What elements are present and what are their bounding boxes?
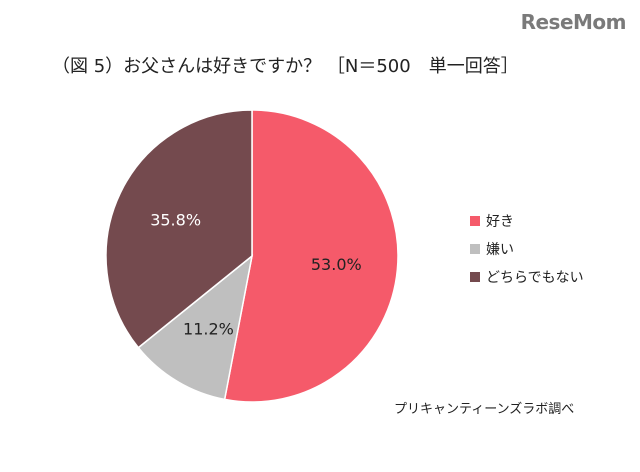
pie-slice-neither [105, 109, 253, 349]
pie-label-neither: 35.8% [150, 210, 201, 229]
legend-swatch-neither [470, 272, 480, 282]
chart-title: （図 5）お父さんは好きですか？ ［N＝500 単一回答］ [52, 56, 519, 77]
legend-label-neither: どちらでもない [486, 270, 584, 286]
legend-label-dislike: 嫌い [486, 242, 514, 258]
resemom-logo: ReseMom [520, 10, 627, 34]
pie-label-dislike: 11.2% [183, 320, 234, 339]
pie-label-like: 53.0% [311, 255, 362, 274]
pie-slice-like [223, 109, 399, 403]
legend-label-like: 好き [486, 214, 514, 230]
legend-swatch-like [470, 216, 480, 226]
legend-item-dislike: 嫌い [470, 238, 584, 260]
legend-swatch-dislike [470, 244, 480, 254]
source-note: プリキャンティーンズラボ調べ [394, 402, 575, 417]
pie-slice-dislike [137, 254, 254, 401]
legend-item-like: 好き [470, 210, 584, 232]
legend: 好き 嫌い どちらでもない [470, 210, 584, 294]
legend-item-neither: どちらでもない [470, 266, 584, 288]
